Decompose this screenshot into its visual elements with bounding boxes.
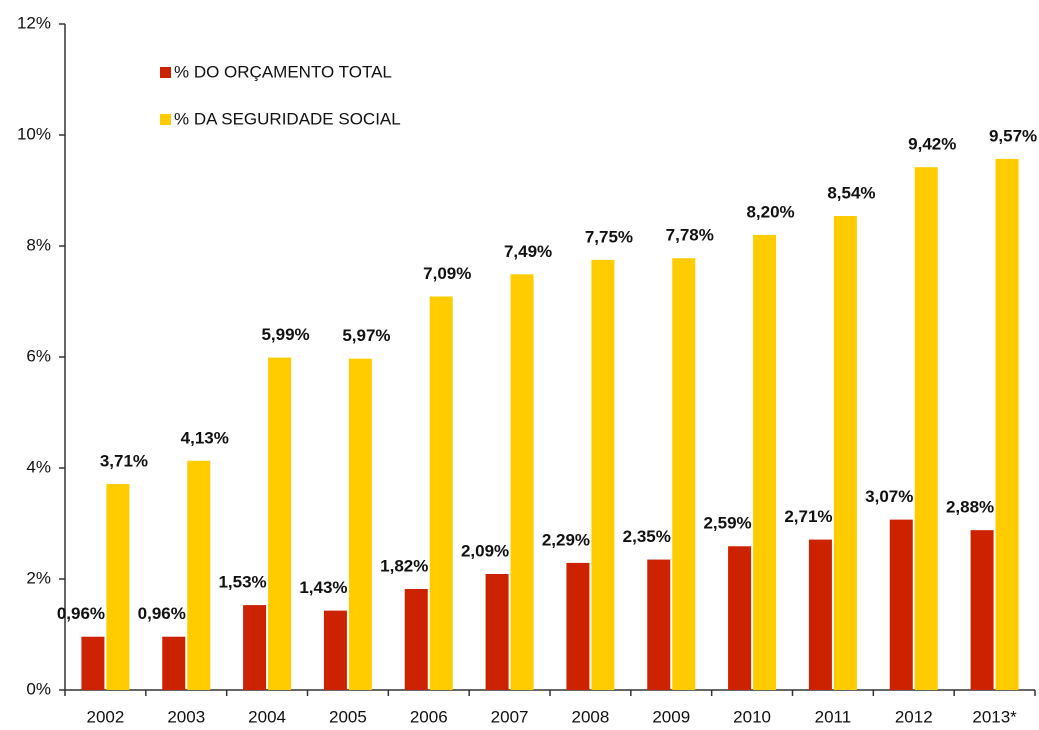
legend-label: % DO ORÇAMENTO TOTAL <box>174 62 392 81</box>
bar <box>995 158 1019 691</box>
x-tick-label: 2007 <box>491 707 529 726</box>
value-label: 1,43% <box>299 578 347 597</box>
x-tick-label: 2004 <box>248 707 286 726</box>
bar <box>753 234 777 690</box>
y-tick-label: 0% <box>26 679 51 698</box>
value-label: 7,49% <box>504 242 552 261</box>
y-tick-label: 8% <box>26 235 51 254</box>
value-label: 7,75% <box>585 227 633 246</box>
x-tick-label: 2008 <box>572 707 610 726</box>
value-label: 4,13% <box>181 428 229 447</box>
x-tick-label: 2005 <box>329 707 367 726</box>
value-label: 2,71% <box>784 507 832 526</box>
x-tick-label: 2009 <box>652 707 690 726</box>
x-tick-label: 2013* <box>972 707 1017 726</box>
value-label: 3,71% <box>100 452 148 471</box>
bar <box>162 636 186 690</box>
x-tick-label: 2006 <box>410 707 448 726</box>
bar <box>323 610 347 690</box>
value-label: 2,09% <box>461 541 509 560</box>
y-tick-label: 12% <box>17 13 51 32</box>
value-label: 0,96% <box>57 604 105 623</box>
value-label: 8,20% <box>746 202 794 221</box>
bar <box>808 539 832 690</box>
value-label: 5,99% <box>261 325 309 344</box>
bar <box>404 588 428 690</box>
legend-label: % DA SEGURIDADE SOCIAL <box>174 109 401 128</box>
value-label: 1,53% <box>218 573 266 592</box>
bar <box>566 562 590 690</box>
value-label: 0,96% <box>138 604 186 623</box>
bar <box>889 519 913 690</box>
value-label: 5,97% <box>342 326 390 345</box>
value-label: 2,29% <box>542 530 590 549</box>
bar <box>243 605 267 690</box>
bar <box>106 484 130 690</box>
value-label: 7,09% <box>423 264 471 283</box>
x-tick-label: 2002 <box>87 707 125 726</box>
value-label: 2,59% <box>703 514 751 533</box>
y-tick-label: 10% <box>17 124 51 143</box>
x-tick-label: 2012 <box>895 707 933 726</box>
value-label: 7,78% <box>666 226 714 245</box>
bar <box>268 357 292 690</box>
x-tick-label: 2010 <box>733 707 771 726</box>
x-tick-label: 2003 <box>167 707 205 726</box>
value-label: 2,35% <box>623 527 671 546</box>
bar <box>970 530 994 690</box>
value-label: 3,07% <box>865 487 913 506</box>
bar <box>833 216 857 690</box>
bar <box>187 460 211 690</box>
bar <box>510 274 534 690</box>
bar <box>672 258 696 690</box>
value-label: 2,88% <box>946 498 994 517</box>
bar <box>81 636 105 690</box>
y-tick-label: 2% <box>26 568 51 587</box>
value-label: 1,82% <box>380 556 428 575</box>
y-tick-label: 4% <box>26 457 51 476</box>
value-label: 9,42% <box>908 135 956 154</box>
bar <box>728 546 752 690</box>
bar <box>591 259 615 690</box>
bar <box>429 296 453 690</box>
y-tick-label: 6% <box>26 346 51 365</box>
value-label: 9,57% <box>989 126 1037 145</box>
legend-swatch <box>160 114 171 125</box>
bar <box>485 574 509 690</box>
value-label: 8,54% <box>827 184 875 203</box>
bar <box>348 358 372 690</box>
bar <box>914 167 938 690</box>
x-tick-label: 2011 <box>815 707 852 726</box>
bar <box>647 559 671 690</box>
legend-swatch <box>160 67 171 78</box>
